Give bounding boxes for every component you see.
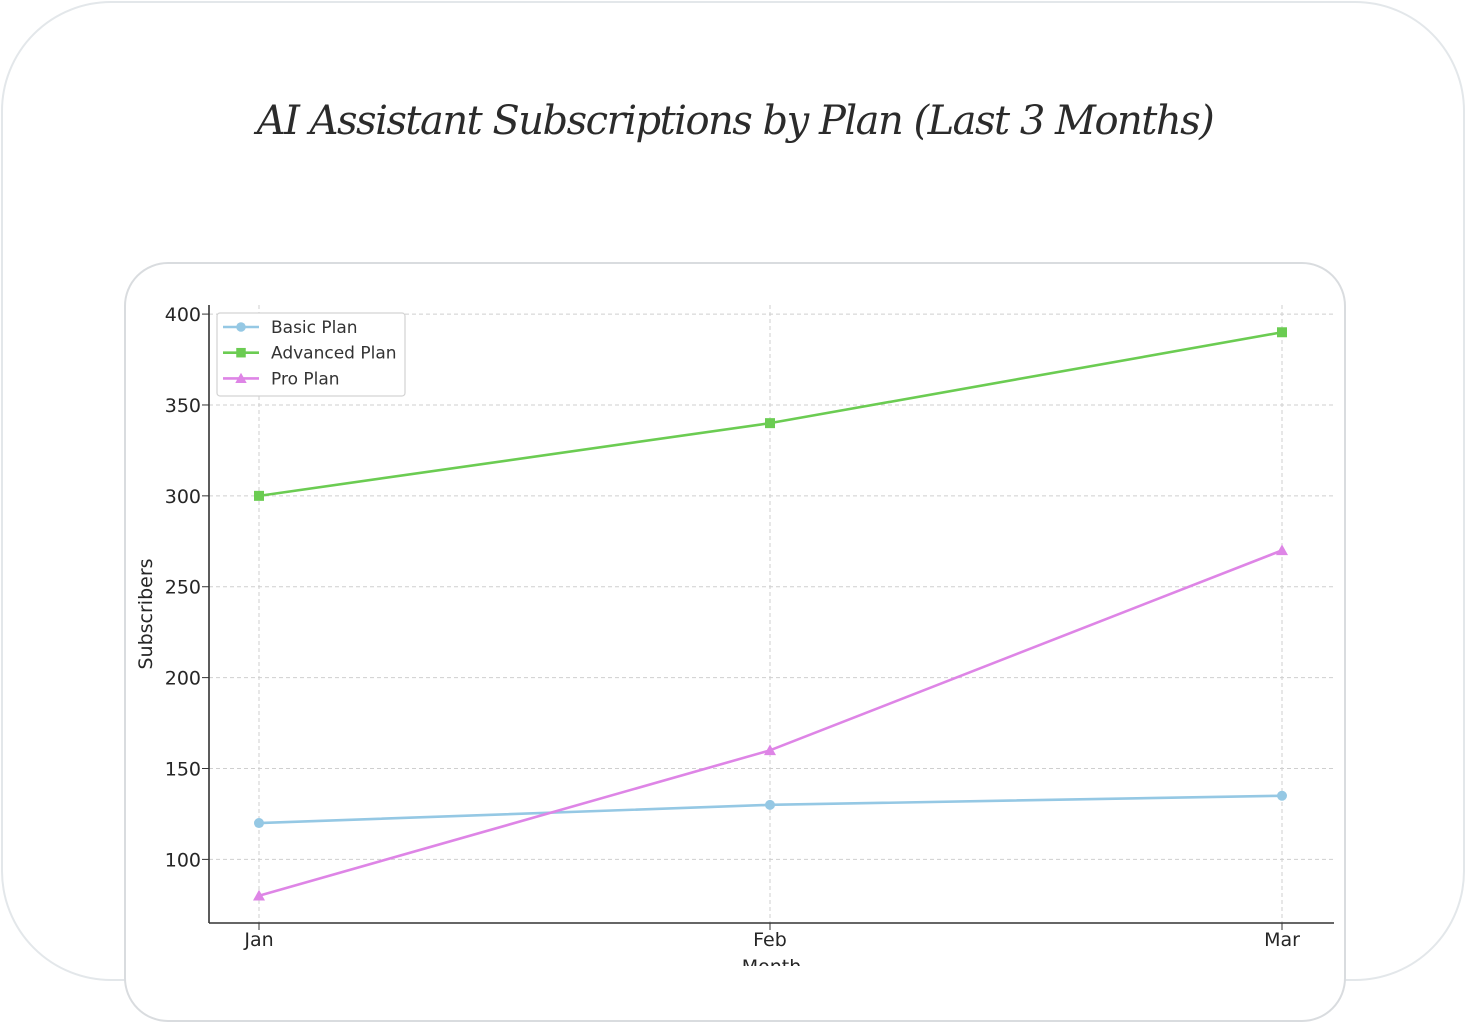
y-tick-label: 150 (165, 759, 201, 781)
legend-label: Pro Plan (271, 369, 340, 389)
y-tick-label: 100 (165, 849, 201, 871)
y-tick-label: 200 (165, 668, 201, 690)
legend-marker (236, 322, 246, 332)
y-tick-label: 250 (165, 577, 201, 599)
advanced-plan-point (765, 418, 775, 429)
y-tick-label: 350 (165, 395, 201, 417)
chart-title: AI Assistant Subscriptions by Plan (Last… (256, 98, 1215, 144)
y-tick-label: 400 (165, 304, 201, 326)
advanced-plan-point (254, 490, 264, 501)
y-axis-label: Subscribers (135, 558, 157, 669)
pro-plan-point (253, 889, 265, 901)
y-tick-label: 300 (165, 486, 201, 508)
legend-label: Basic Plan (271, 318, 358, 338)
x-tick-label: Jan (243, 929, 273, 951)
x-tick-label: Mar (1264, 929, 1300, 951)
basic-plan-point (254, 818, 264, 829)
line-chart: 100 150 200 250 300 350 400 Jan Feb Mar Subscriber… (135, 304, 1334, 966)
legend-marker (235, 372, 247, 383)
legend-marker (236, 347, 246, 358)
basic-plan-point (1277, 790, 1287, 801)
legend-label: Advanced Plan (271, 344, 397, 364)
x-axis-label: Month (742, 956, 802, 966)
pro-plan-point (1276, 544, 1288, 556)
basic-plan-point (765, 799, 775, 810)
advanced-plan-point (1277, 327, 1287, 338)
pro-plan-point (764, 744, 776, 756)
legend-box (216, 312, 406, 397)
x-tick-label: Feb (753, 929, 787, 951)
